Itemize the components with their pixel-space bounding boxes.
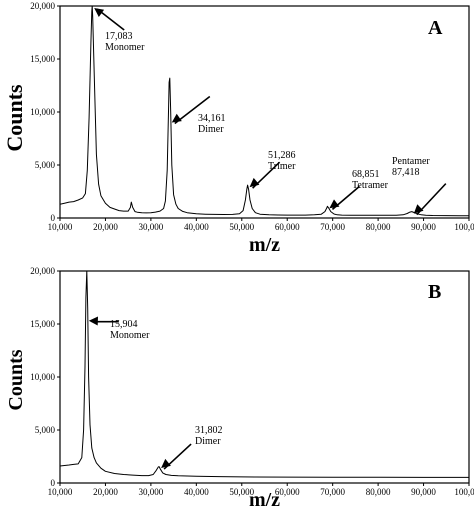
annotation-text: Pentamer <box>392 156 430 167</box>
panel-a: 10,000 20,000 30,000 40,000 50,000 60,000 70,0… <box>2 1 474 256</box>
x-tick-label: 90,000 <box>411 222 436 232</box>
x-tick-label: 70,000 <box>320 487 345 497</box>
panel-b: 10,000 20,000 30,000 40,000 50,000 60,000 70,0… <box>5 266 474 511</box>
annotation-text: Tetramer <box>352 180 389 191</box>
x-axis-title: m/z <box>249 234 280 256</box>
arrow-head <box>413 204 424 214</box>
x-tick-label: 100,000 <box>454 487 474 497</box>
y-tick-label: 0 <box>51 213 56 223</box>
x-tick-label: 20,000 <box>93 487 118 497</box>
x-tick-label: 60,000 <box>275 487 300 497</box>
panel-letter: A <box>428 17 443 39</box>
x-axis-title: m/z <box>249 489 280 511</box>
arrow-head <box>88 316 98 326</box>
x-tick-label: 60,000 <box>275 222 300 232</box>
arrow-head <box>249 177 260 188</box>
x-tick-label: 90,000 <box>411 487 436 497</box>
x-tick-label: 50,000 <box>229 222 254 232</box>
annotation-text: Dimer <box>198 124 224 135</box>
annotation-text: 51,286 <box>268 150 296 161</box>
x-tick-label: 40,000 <box>184 487 209 497</box>
x-tick-label: 20,000 <box>93 222 118 232</box>
x-tick-label: 40,000 <box>184 222 209 232</box>
x-tick-label: 80,000 <box>366 487 391 497</box>
y-tick-label: 20,000 <box>30 1 55 11</box>
arrow-head <box>329 199 340 209</box>
annotation-text: Monomer <box>105 42 145 53</box>
y-tick-label: 20,000 <box>30 266 55 276</box>
annotation-text: 68,851 <box>352 169 380 180</box>
x-tick-label: 80,000 <box>366 222 391 232</box>
annotation-text: 31,802 <box>195 425 223 436</box>
annotation-text: 15,904 <box>110 319 138 330</box>
annotation-text: Trimer <box>268 161 296 172</box>
panel-letter: B <box>428 281 441 303</box>
annotation-text: Dimer <box>195 436 221 447</box>
y-tick-label: 10,000 <box>30 107 55 117</box>
y-tick-label: 10,000 <box>30 372 55 382</box>
arrow-head <box>94 8 105 17</box>
annotation-text: 87,418 <box>392 167 420 178</box>
spectrum-line <box>59 270 469 478</box>
y-tick-label: 15,000 <box>30 319 55 329</box>
annotation-text: 34,161 <box>198 113 226 124</box>
arrow-shaft <box>174 95 211 125</box>
x-tick-label: 50,000 <box>229 487 254 497</box>
y-tick-label: 5,000 <box>35 425 56 435</box>
x-tick-label: 10,000 <box>48 222 73 232</box>
arrow-head <box>171 113 182 123</box>
y-axis-title: Counts <box>2 84 27 152</box>
x-tick-label: 30,000 <box>139 222 164 232</box>
y-tick-label: 0 <box>51 478 56 488</box>
x-tick-label: 10,000 <box>48 487 73 497</box>
x-tick-label: 100,000 <box>454 222 474 232</box>
spectrum-line <box>59 5 469 217</box>
y-tick-label: 15,000 <box>30 54 55 64</box>
annotation-text: Monomer <box>110 330 150 341</box>
x-tick-label: 70,000 <box>320 222 345 232</box>
y-axis-title: Counts <box>5 349 27 410</box>
y-tick-label: 5,000 <box>35 160 56 170</box>
arrow-head <box>161 458 171 468</box>
plot-frame <box>59 270 470 484</box>
annotation-text: 17,083 <box>105 31 133 42</box>
x-tick-label: 30,000 <box>139 487 164 497</box>
